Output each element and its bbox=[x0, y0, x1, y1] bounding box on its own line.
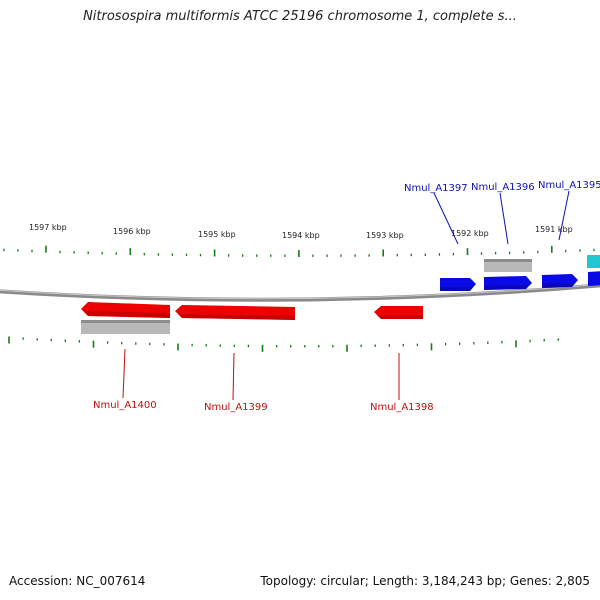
accession-text: Accession: NC_007614 bbox=[9, 574, 146, 588]
chromosome-backbone bbox=[0, 283, 600, 302]
gene-nmul-a1400[interactable] bbox=[81, 320, 170, 334]
genome-summary-text: Topology: circular; Length: 3,184,243 bp… bbox=[260, 574, 590, 588]
scale-labels: 1597 kbp 1596 kbp 1595 kbp 1594 kbp 1593… bbox=[29, 223, 573, 240]
scale-label-1593: 1593 kbp bbox=[366, 231, 404, 240]
scale-label-1595: 1595 kbp bbox=[198, 230, 236, 239]
forward-cds-shade bbox=[542, 283, 575, 288]
reverse-strand-features bbox=[81, 302, 423, 334]
reverse-cds-shade bbox=[377, 315, 423, 319]
gene-shade bbox=[484, 259, 532, 262]
forward-strand-features bbox=[440, 255, 600, 291]
reverse-cds-shade bbox=[84, 311, 170, 318]
label-nmul-a1395[interactable]: Nmul_A1395 bbox=[538, 180, 600, 191]
inner-tick-ring bbox=[8, 336, 559, 352]
scale-label-1594: 1594 kbp bbox=[282, 231, 320, 240]
leader-nmul-a1399 bbox=[232, 352, 235, 401]
leader-nmul-a1395 bbox=[558, 190, 570, 241]
forward-cds-shade bbox=[484, 285, 529, 290]
rna-feature[interactable] bbox=[587, 255, 600, 268]
leader-nmul-a1397 bbox=[433, 192, 459, 245]
outer-tick-ring bbox=[3, 245, 595, 257]
leader-nmul-a1400 bbox=[122, 348, 126, 399]
label-nmul-a1398[interactable]: Nmul_A1398 bbox=[370, 402, 434, 413]
label-nmul-a1399[interactable]: Nmul_A1399 bbox=[204, 402, 268, 413]
reverse-cds-shade bbox=[178, 314, 295, 320]
label-leaders bbox=[122, 190, 570, 401]
gene-labels: Nmul_A1397 Nmul_A1396 Nmul_A1395 Nmul_A1… bbox=[93, 180, 600, 413]
scale-label-1591: 1591 kbp bbox=[535, 225, 573, 234]
gene-shade bbox=[81, 320, 170, 323]
gene-nmul-a1396[interactable] bbox=[484, 259, 532, 272]
scale-label-1596: 1596 kbp bbox=[113, 227, 151, 236]
leader-nmul-a1396 bbox=[499, 192, 509, 245]
label-nmul-a1396[interactable]: Nmul_A1396 bbox=[471, 182, 535, 193]
label-nmul-a1397[interactable]: Nmul_A1397 bbox=[404, 183, 468, 194]
scale-label-1592: 1592 kbp bbox=[451, 229, 489, 238]
chromosome-backbone-highlight bbox=[0, 283, 600, 300]
label-nmul-a1400[interactable]: Nmul_A1400 bbox=[93, 400, 157, 411]
forward-cds-shade bbox=[440, 287, 473, 291]
forward-cds-partial[interactable] bbox=[588, 271, 600, 286]
scale-label-1597: 1597 kbp bbox=[29, 223, 67, 232]
map-title: Nitrosospira multiformis ATCC 25196 chro… bbox=[83, 9, 517, 24]
